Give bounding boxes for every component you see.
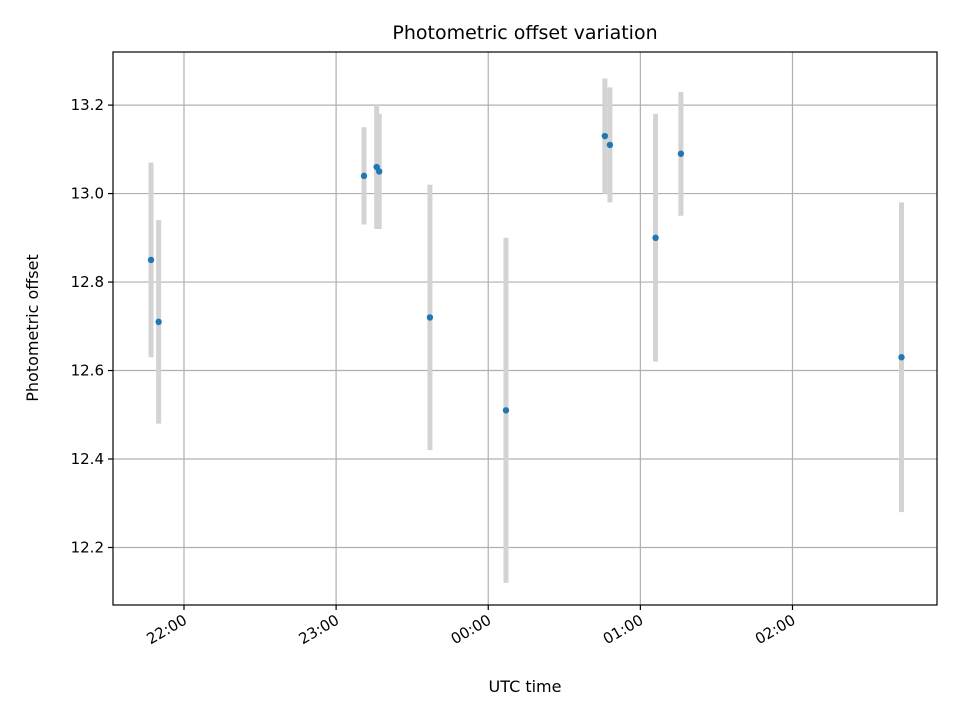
y-tick-label: 12.8 [71,273,104,291]
y-tick-label: 12.6 [71,362,104,380]
data-point [898,354,905,361]
data-point [147,256,155,264]
data-points [147,132,905,414]
data-point [606,141,614,149]
y-tick-label: 13.0 [71,185,104,203]
data-point [652,234,659,242]
data-point [426,314,434,321]
data-point [502,407,510,414]
data-point [601,132,609,140]
y-axis-ticks: 12.2 12.4 12.6 12.8 13.0 13.2 [71,96,113,556]
chart-title: Photometric offset variation [392,22,657,44]
x-axis-label: UTC time [489,677,562,696]
plot-frame [112,51,938,606]
grid [113,52,937,605]
data-point [155,318,162,326]
y-tick-label: 12.2 [71,538,104,556]
data-point [360,172,368,180]
y-tick-label: 12.4 [71,450,104,468]
y-tick-label: 13.2 [71,96,104,114]
y-axis-label: Photometric offset [23,254,42,402]
data-point [677,150,685,157]
data-point [376,168,383,175]
